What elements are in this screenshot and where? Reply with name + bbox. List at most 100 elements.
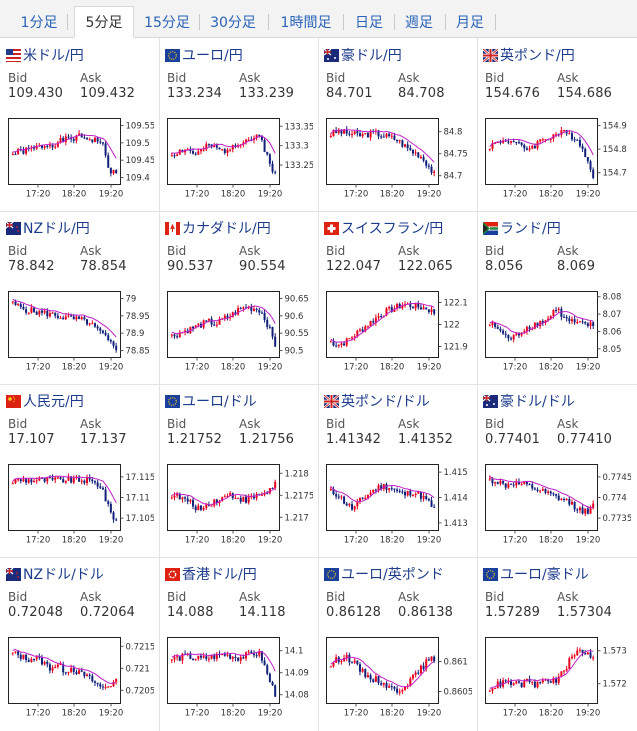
x-tick-label: 19:20 (99, 709, 124, 719)
candle-body (17, 651, 20, 655)
pair-title-link[interactable]: 豪ドル/ドル (483, 393, 575, 410)
currency-card[interactable]: ユーロ/ドル Bid 1.21752 Ask 1.21756 1.218 1.2175 1.2… (159, 384, 317, 556)
currency-card[interactable]: 豪ドル/ドル Bid 0.77401 Ask 0.77410 0.7745 0.774 0.7… (477, 384, 635, 556)
pair-title-link[interactable]: ユーロ/英ポンド (324, 566, 444, 583)
bid-value: 154.676 (485, 86, 541, 101)
candle-body (496, 482, 499, 484)
tab-30min[interactable]: 30分足 (210, 15, 256, 31)
currency-card[interactable]: 豪ドル/円 Bid 84.701 Ask 84.708 84.8 84.75 84.7 17:2… (318, 38, 476, 210)
x-tick-label: 19:20 (417, 363, 442, 373)
currency-card[interactable]: 米ドル/円 Bid 109.430 Ask 109.432 109.55 109.5 109.… (0, 38, 158, 210)
pair-title-link[interactable]: ランド/円 (483, 220, 561, 237)
tab-monthly[interactable]: 月足 (456, 15, 484, 31)
mini-candlestick-chart[interactable]: 79 78.95 78.9 78.85 17:20 18:20 19:20 (8, 291, 154, 375)
mini-candlestick-chart[interactable]: 90.65 90.6 90.55 90.5 17:20 18:20 19:20 (167, 291, 313, 375)
y-tick-label: 90.65 (285, 294, 309, 304)
candle-body (345, 129, 348, 134)
currency-card[interactable]: カナダドル/円 Bid 90.537 Ask 90.554 90.65 90.6 90.55 9… (159, 211, 317, 383)
mini-candlestick-chart[interactable]: 14.1 14.09 14.08 17:20 18:20 19:20 (167, 637, 313, 721)
candle-body (510, 338, 513, 340)
candle-body (88, 139, 91, 141)
candle-body (260, 312, 263, 314)
currency-card[interactable]: 人民元/円 Bid 17.107 Ask 17.137 17.115 17.11 17.105… (0, 384, 158, 556)
candle-body (112, 512, 115, 520)
candle-body (396, 489, 399, 491)
currency-card[interactable]: ユーロ/豪ドル Bid 1.57289 Ask 1.57304 1.573 1.572 17:… (477, 557, 635, 729)
pair-title-link[interactable]: スイスフラン/円 (324, 220, 443, 237)
mini-candlestick-chart[interactable]: 122.1 122 121.9 17:20 18:20 19:20 (326, 291, 472, 375)
pair-title-link[interactable]: 米ドル/円 (6, 47, 84, 64)
mini-candlestick-chart[interactable]: 1.218 1.2175 1.217 17:20 18:20 19:20 (167, 464, 313, 548)
candle-body (517, 142, 520, 144)
currency-card[interactable]: スイスフラン/円 Bid 122.047 Ask 122.065 122.1 122 121.… (318, 211, 476, 383)
candle-body (335, 130, 338, 133)
mini-candlestick-chart[interactable]: 0.7745 0.774 0.7735 17:20 18:20 19:20 (485, 464, 631, 548)
candle-body (109, 167, 112, 174)
candle-body (184, 497, 187, 499)
tab-1hour[interactable]: 1時間足 (280, 15, 332, 31)
pair-title-link[interactable]: 豪ドル/円 (324, 47, 402, 64)
pair-title-link[interactable]: ユーロ/円 (165, 47, 243, 64)
candle-body (563, 499, 566, 501)
candle-body (382, 315, 385, 317)
candle-body (258, 309, 261, 313)
mini-candlestick-chart[interactable]: 109.55 109.5 109.45 109.4 17:20 18:20 19:20 (8, 118, 154, 202)
pair-title-link[interactable]: 英ポンド/ドル (324, 393, 430, 410)
mini-candlestick-chart[interactable]: 154.9 154.8 154.7 17:20 18:20 19:20 (485, 118, 631, 202)
candle-body (586, 652, 589, 655)
pair-title-link[interactable]: 英ポンド/円 (483, 47, 575, 64)
candle-body (78, 476, 81, 482)
x-tick-label: 19:20 (417, 709, 442, 719)
tab-weekly[interactable]: 週足 (405, 15, 433, 31)
mini-candlestick-chart[interactable]: 0.7215 0.721 0.7205 17:20 18:20 19:20 (8, 637, 154, 721)
candle-body (99, 684, 102, 687)
tab-15min[interactable]: 15分足 (144, 15, 190, 31)
pair-title-link[interactable]: NZドル/円 (6, 220, 90, 237)
currency-card[interactable]: 英ポンド/ドル Bid 1.41342 Ask 1.41352 1.415 1.414 1.4… (318, 384, 476, 556)
x-tick-label: 18:20 (380, 190, 405, 200)
currency-card[interactable]: 香港ドル/円 Bid 14.088 Ask 14.118 14.1 14.09 14.08 17… (159, 557, 317, 729)
candle-body (539, 682, 542, 684)
candle-body (329, 488, 332, 490)
y-tick-label: 133.35 (285, 122, 314, 132)
candle-body (271, 487, 274, 489)
mini-candlestick-chart[interactable]: 8.08 8.07 8.06 8.05 17:20 18:20 19:20 (485, 291, 631, 375)
tab-5min[interactable]: 5分足 (74, 6, 134, 38)
pair-title-link[interactable]: カナダドル/円 (165, 220, 271, 237)
pair-title-link[interactable]: 香港ドル/円 (165, 566, 257, 583)
candle-body (83, 317, 86, 320)
candle-body (107, 155, 110, 168)
currency-card[interactable]: ランド/円 Bid 8.056 Ask 8.069 8.08 8.07 8.06 8.05 17:… (477, 211, 635, 383)
candle-body (176, 656, 179, 658)
candle-body (258, 651, 261, 656)
tab-separator (343, 14, 344, 30)
candle-body (419, 491, 422, 499)
tab-1min[interactable]: 1分足 (20, 15, 58, 31)
mini-candlestick-chart[interactable]: 133.35 133.3 133.25 17:20 18:20 19:20 (167, 118, 313, 202)
x-tick-label: 17:20 (344, 709, 369, 719)
ask-label: Ask (239, 244, 261, 258)
pair-title-link[interactable]: ユーロ/豪ドル (483, 566, 589, 583)
pair-title-link[interactable]: 人民元/円 (6, 393, 84, 410)
currency-card[interactable]: NZドル/ドル Bid 0.72048 Ask 0.72064 0.7215 0.721 0.… (0, 557, 158, 729)
bid-label: Bid (326, 417, 346, 431)
ask-value: 84.708 (398, 86, 445, 101)
tab-daily[interactable]: 日足 (355, 15, 383, 31)
candle-body (417, 491, 420, 494)
candle-body (176, 493, 179, 496)
candle-body (99, 328, 102, 331)
pair-title-link[interactable]: ユーロ/ドル (165, 393, 257, 410)
mini-candlestick-chart[interactable]: 0.861 0.8605 17:20 18:20 19:20 (326, 637, 472, 721)
mini-candlestick-chart[interactable]: 1.415 1.414 1.413 17:20 18:20 19:20 (326, 464, 472, 548)
currency-card[interactable]: 英ポンド/円 Bid 154.676 Ask 154.686 154.9 154.8 154.… (477, 38, 635, 210)
mini-candlestick-chart[interactable]: 1.573 1.572 17:20 18:20 19:20 (485, 637, 631, 721)
mini-candlestick-chart[interactable]: 17.115 17.11 17.105 17:20 18:20 19:20 (8, 464, 154, 548)
currency-card[interactable]: ユーロ/円 Bid 133.234 Ask 133.239 133.35 133.3 133.… (159, 38, 317, 210)
currency-card[interactable]: ユーロ/英ポンド Bid 0.86128 Ask 0.86138 0.861 0.8605 1… (318, 557, 476, 729)
currency-card[interactable]: NZドル/円 Bid 78.842 Ask 78.854 79 78.95 78.9 78.85… (0, 211, 158, 383)
candle-body (176, 154, 179, 156)
pair-title-link[interactable]: NZドル/ドル (6, 566, 104, 583)
tab-separator (445, 14, 446, 30)
mini-candlestick-chart[interactable]: 84.8 84.75 84.7 17:20 18:20 19:20 (326, 118, 472, 202)
candle-body (67, 671, 70, 673)
